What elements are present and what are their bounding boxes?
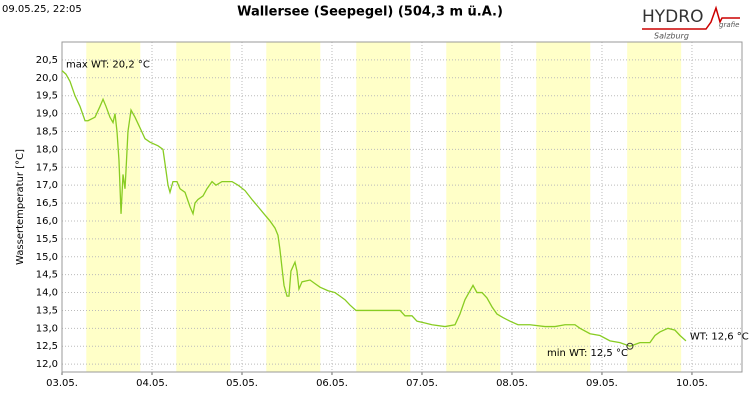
y-tick-label: 14,5: [36, 270, 58, 281]
day-band: [86, 42, 141, 372]
x-tick-label: 09.05.: [586, 378, 618, 389]
y-tick-label: 16,0: [36, 216, 58, 227]
annotation: min WT: 12,5 °C: [547, 348, 628, 359]
y-tick-label: 12,0: [36, 359, 58, 370]
day-band: [627, 42, 682, 372]
logo-line: [642, 5, 740, 30]
chart-title: Wallersee (Seepegel) (504,3 m ü.A.): [237, 5, 503, 20]
day-band: [446, 42, 501, 372]
y-tick-label: 12,5: [36, 341, 58, 352]
y-tick-label: 19,5: [36, 91, 58, 102]
plot-frame: [61, 41, 743, 373]
day-band: [266, 42, 321, 372]
logo-region: Salzburg: [654, 32, 689, 41]
annotation: WT: 12,6 °C: [690, 332, 749, 343]
day-band: [176, 42, 231, 372]
line-series: [61, 70, 687, 347]
logo-suffix: grafie: [719, 21, 739, 29]
day-band: [536, 42, 591, 372]
x-tick-label: 06.05.: [316, 378, 348, 389]
day-band: [356, 42, 411, 372]
y-tick-label: 13,0: [36, 323, 58, 334]
y-tick-label: 15,5: [36, 234, 58, 245]
y-tick-label: 20,0: [36, 73, 58, 84]
x-tick-label: 10.05.: [676, 378, 708, 389]
y-tick-label: 14,0: [36, 288, 58, 299]
logo-name: HYDRO: [642, 7, 703, 27]
y-tick-label: 17,0: [36, 180, 58, 191]
timestamp: 09.05.25, 22:05: [2, 4, 82, 15]
x-tick-label: 03.05.: [46, 378, 78, 389]
y-tick-label: 19,0: [36, 109, 58, 120]
x-tick-label: 08.05.: [496, 378, 528, 389]
x-tick-label: 05.05.: [226, 378, 258, 389]
y-tick-label: 20,5: [36, 55, 58, 66]
y-tick-label: 18,0: [36, 144, 58, 155]
y-tick-label: 17,5: [36, 162, 58, 173]
y-axis-label: Wassertemperatur [°C]: [15, 149, 26, 265]
annotation: max WT: 20,2 °C: [66, 60, 150, 71]
annotation-marker: [626, 342, 634, 350]
x-tick-label: 04.05.: [136, 378, 168, 389]
y-tick-label: 18,5: [36, 126, 58, 137]
y-tick-label: 16,5: [36, 198, 58, 209]
y-tick-label: 13,5: [36, 305, 58, 316]
logo: HYDRO grafie Salzburg: [642, 5, 740, 41]
x-tick-label: 07.05.: [406, 378, 438, 389]
y-tick-label: 15,0: [36, 252, 58, 263]
